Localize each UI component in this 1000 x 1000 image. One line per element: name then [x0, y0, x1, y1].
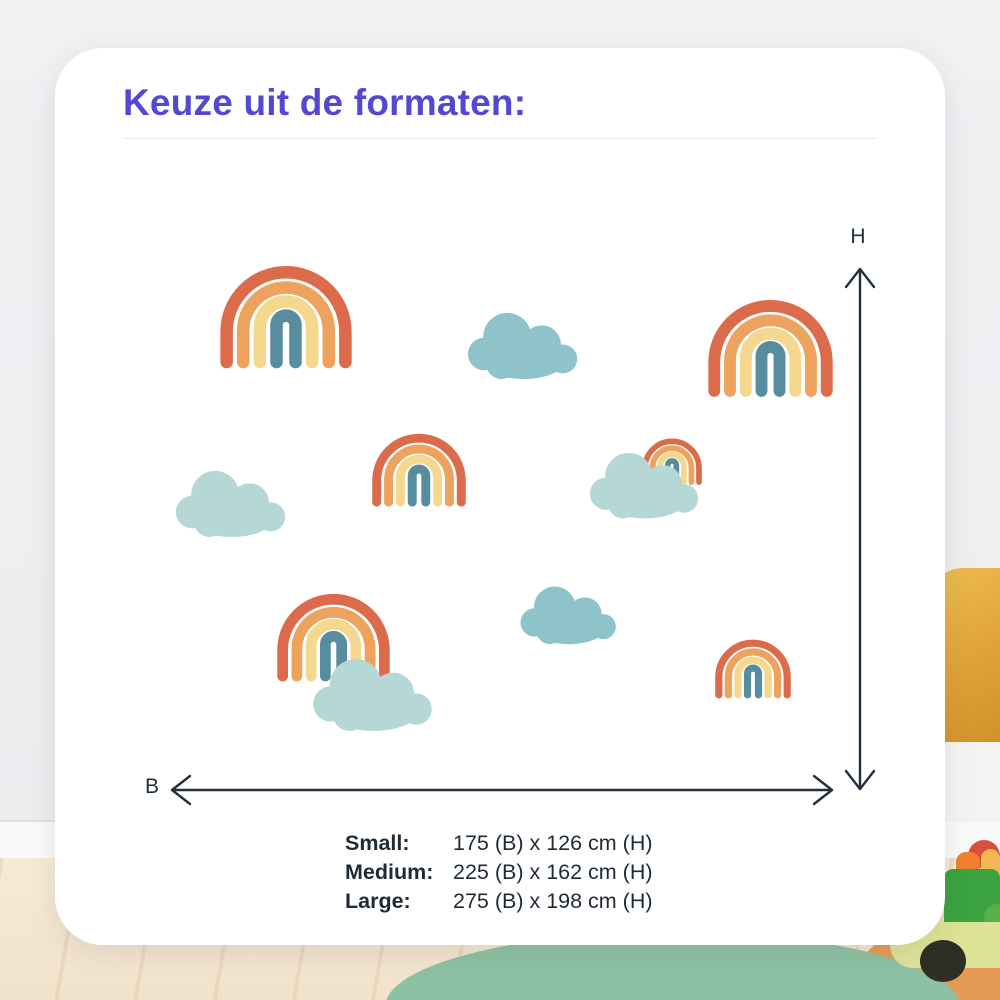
arrow-left-icon	[170, 774, 192, 806]
size-info-card: Keuze uit de formaten:	[55, 48, 945, 945]
arrow-down-icon	[844, 769, 876, 791]
toy-truck-wheel	[920, 940, 966, 982]
arrow-right-icon	[812, 774, 834, 806]
size-option-label: Medium:	[345, 860, 434, 884]
size-option-value: 175 (B) x 126 cm (H)	[453, 831, 653, 855]
white-blanket	[940, 742, 1000, 822]
size-option-label: Small:	[345, 831, 410, 855]
dimension-arrows	[170, 267, 876, 806]
height-dimension-label: H	[850, 225, 866, 248]
size-option-value: 225 (B) x 162 cm (H)	[453, 860, 653, 884]
size-option-value: 275 (B) x 198 cm (H)	[453, 889, 653, 913]
toy-truck	[878, 840, 1000, 982]
title-divider	[123, 138, 877, 139]
size-option-label: Large:	[345, 889, 411, 913]
width-dimension-label: B	[144, 775, 159, 798]
sticker-wall-scene: H B	[55, 48, 945, 945]
size-list: Small: 175 (B) x 126 cm (H) Medium: 225 …	[345, 832, 653, 912]
page-title: Keuze uit de formaten:	[123, 82, 527, 123]
arrow-up-icon	[844, 267, 876, 289]
